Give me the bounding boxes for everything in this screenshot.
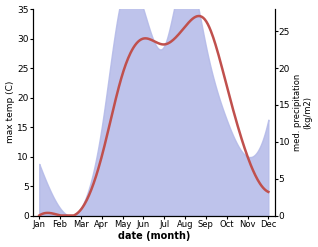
- Y-axis label: med. precipitation
(kg/m2): med. precipitation (kg/m2): [293, 74, 313, 151]
- Y-axis label: max temp (C): max temp (C): [5, 81, 15, 144]
- X-axis label: date (month): date (month): [118, 231, 190, 242]
